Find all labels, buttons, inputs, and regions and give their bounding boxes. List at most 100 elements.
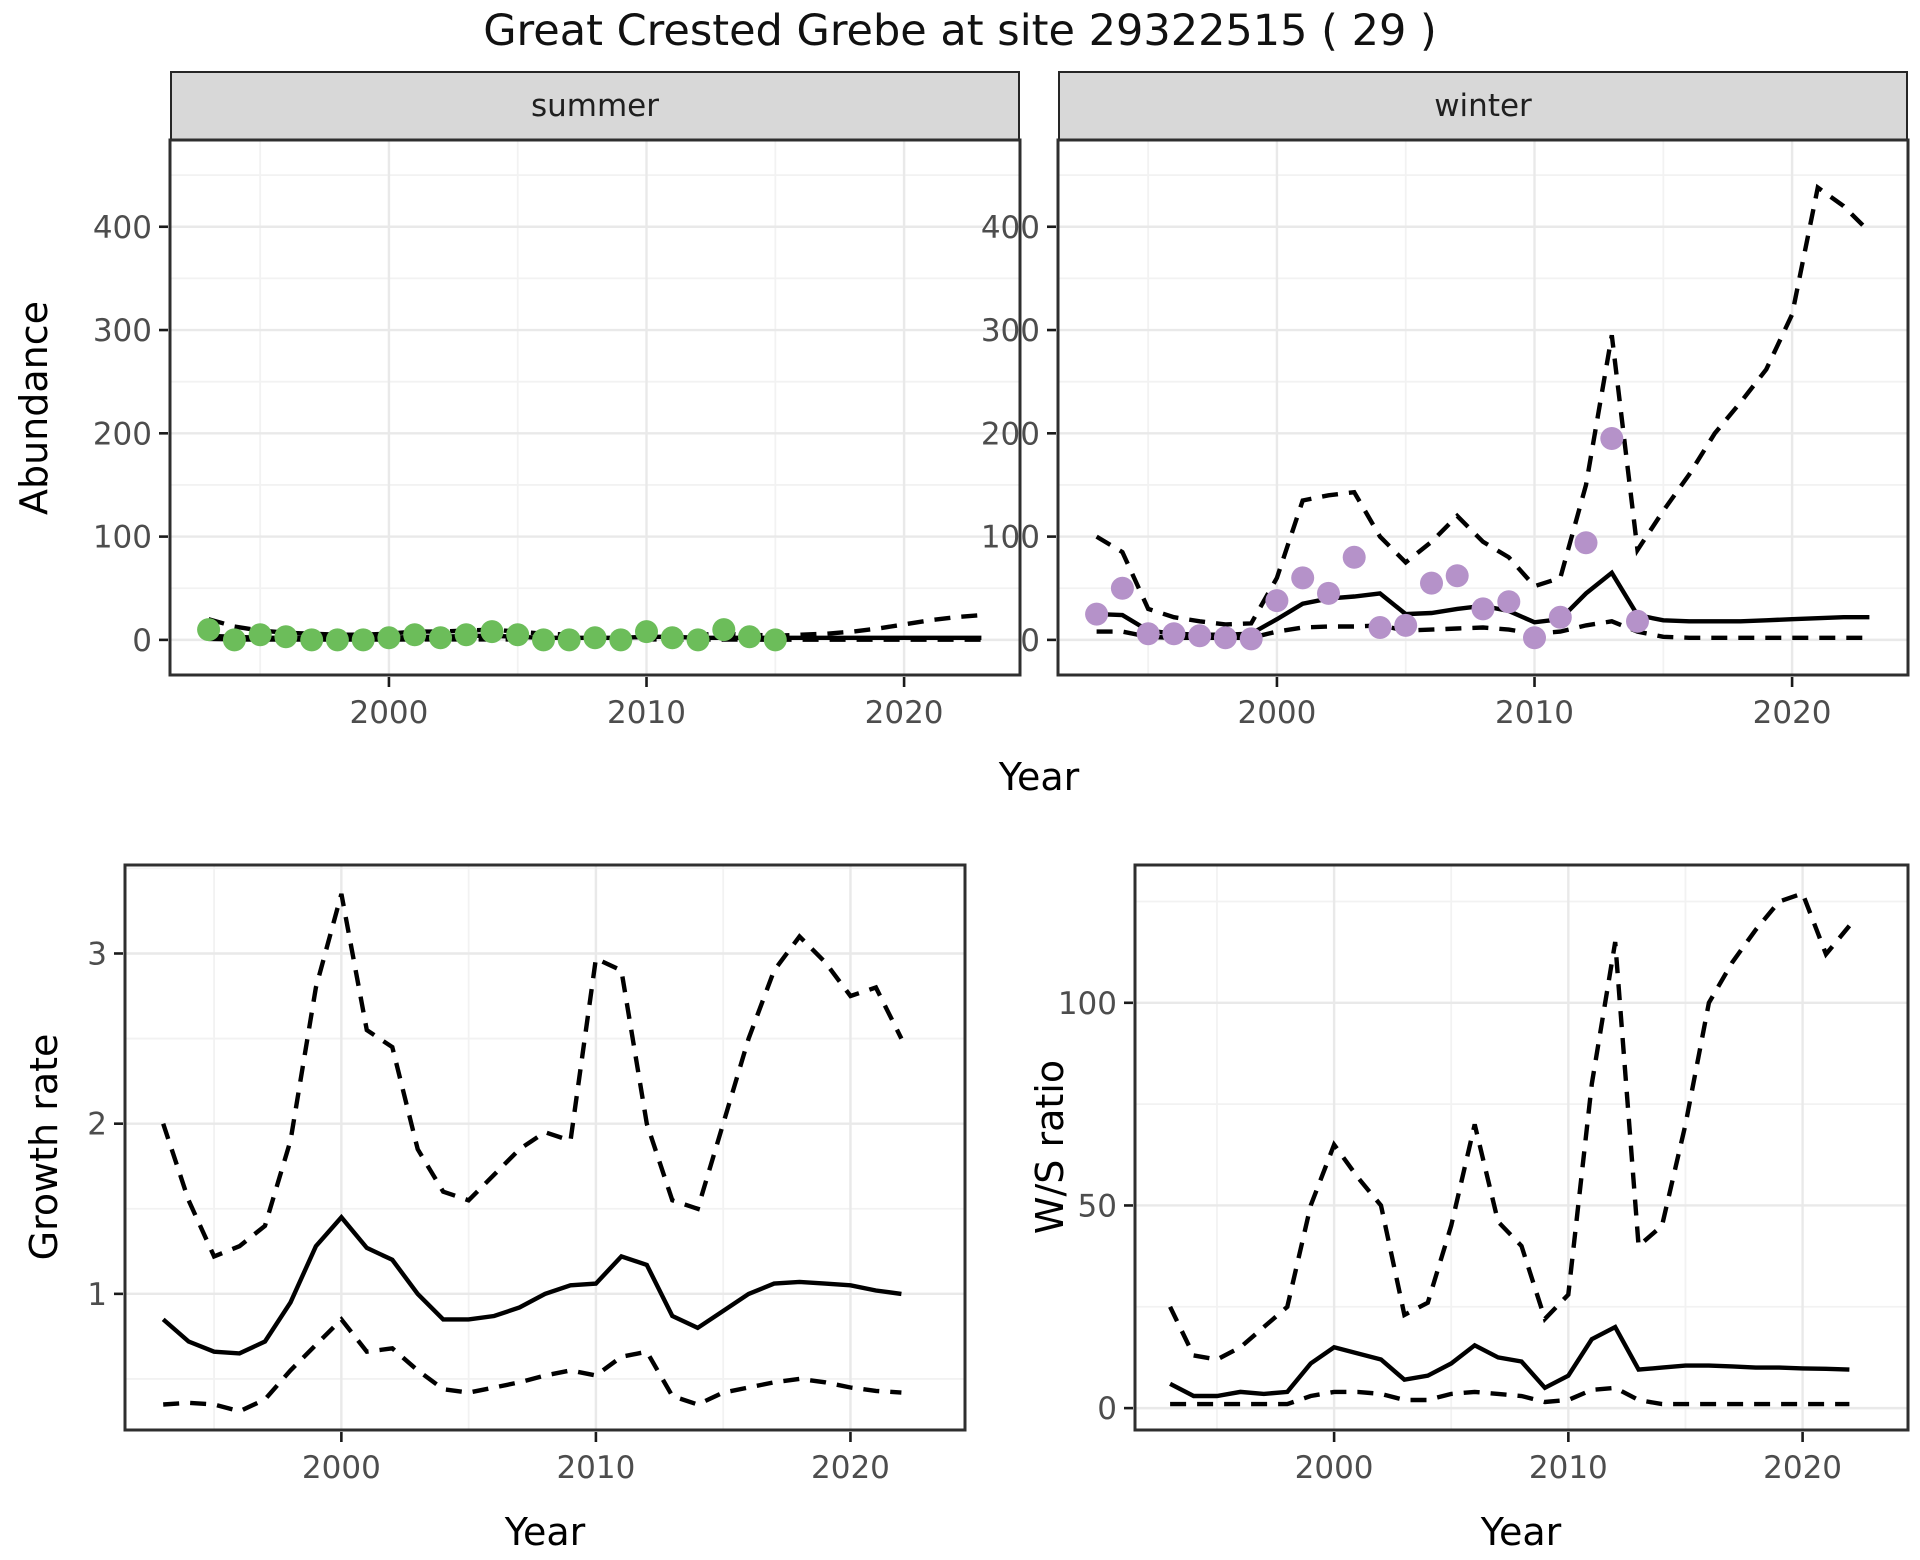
data-point bbox=[1600, 427, 1624, 450]
data-point bbox=[1162, 622, 1186, 646]
data-point bbox=[1317, 581, 1340, 605]
data-point bbox=[403, 623, 427, 647]
page-title: Great Crested Grebe at site 29322515 ( 2… bbox=[483, 6, 1437, 56]
series-lower_ci bbox=[1096, 619, 1870, 640]
y-tick-label: 0 bbox=[132, 623, 152, 659]
series-fit bbox=[161, 1213, 902, 1356]
x-axis-title-year-bottom-left: Year bbox=[504, 1510, 586, 1554]
panel-border bbox=[168, 138, 1022, 677]
data-point bbox=[1574, 531, 1598, 555]
data-point bbox=[763, 628, 787, 652]
facet-strip-winter: winter bbox=[1058, 71, 1908, 141]
panel-winter: 2000 2010 2020 0 100 200 300 400 bbox=[981, 138, 1910, 731]
data-point bbox=[377, 626, 401, 650]
x-tick-label: 2020 bbox=[865, 695, 944, 731]
x-tick-label: 2000 bbox=[302, 1450, 381, 1486]
y-tick-label: 100 bbox=[981, 520, 1040, 556]
points-observed_counts bbox=[1085, 427, 1649, 651]
data-point bbox=[351, 628, 375, 652]
x-tick-label: 2020 bbox=[1753, 695, 1832, 731]
data-point bbox=[1497, 590, 1521, 614]
data-point bbox=[635, 620, 658, 644]
x-axis-title-year-top: Year bbox=[998, 755, 1080, 799]
data-point bbox=[532, 628, 555, 652]
data-point bbox=[480, 620, 504, 644]
y-tick-label: 3 bbox=[87, 936, 107, 972]
data-point bbox=[454, 623, 478, 647]
y-tick-label: 100 bbox=[93, 520, 152, 556]
y-tick-label: 300 bbox=[981, 313, 1040, 349]
y-tick-label: 50 bbox=[1078, 1188, 1117, 1224]
x-tick-label: 2000 bbox=[1295, 1450, 1374, 1486]
data-point bbox=[1188, 624, 1212, 648]
panel-summer: 2000 2010 2020 0 100 200 300 400 bbox=[93, 138, 1022, 731]
x-tick-label: 2010 bbox=[1495, 695, 1574, 731]
x-tick-label: 2010 bbox=[607, 695, 686, 731]
y-tick-label: 200 bbox=[981, 416, 1040, 452]
data-point bbox=[1213, 626, 1237, 650]
x-tick-label: 2000 bbox=[349, 695, 428, 731]
data-point bbox=[686, 628, 710, 652]
data-point bbox=[429, 626, 452, 650]
series-lower_ci bbox=[1170, 1385, 1850, 1407]
data-point bbox=[222, 628, 246, 652]
data-point bbox=[1523, 626, 1546, 650]
data-point bbox=[248, 623, 272, 647]
panel-border bbox=[123, 863, 967, 1432]
y-tick-label: 400 bbox=[981, 210, 1040, 246]
data-point bbox=[583, 626, 607, 650]
data-point bbox=[1291, 566, 1315, 590]
data-point bbox=[197, 618, 221, 642]
series-upper_ci bbox=[161, 893, 904, 1260]
points-observed_counts bbox=[197, 618, 787, 652]
series-upper_ci bbox=[1095, 183, 1871, 627]
data-point bbox=[1368, 616, 1392, 639]
series-lower_ci bbox=[163, 1316, 902, 1414]
data-point bbox=[1265, 589, 1289, 613]
y-tick-label: 1 bbox=[87, 1277, 107, 1313]
y-tick-label: 2 bbox=[87, 1107, 107, 1143]
data-point bbox=[506, 623, 530, 647]
data-point bbox=[1239, 627, 1263, 651]
y-tick-label: 400 bbox=[93, 210, 152, 246]
data-point bbox=[274, 625, 298, 649]
data-point bbox=[557, 628, 581, 652]
data-point bbox=[1626, 609, 1649, 633]
y-tick-label: 0 bbox=[1097, 1391, 1117, 1427]
x-tick-label: 2010 bbox=[1529, 1450, 1608, 1486]
panel-border bbox=[1133, 863, 1910, 1432]
facet-strip-summer: summer bbox=[170, 71, 1020, 141]
panel-ws_ratio: 2000 2010 2020 0 50 100 bbox=[1058, 863, 1910, 1486]
data-point bbox=[609, 628, 633, 652]
data-point bbox=[1548, 605, 1572, 629]
x-axis-title-year-bottom-right: Year bbox=[1480, 1510, 1562, 1554]
facet-strip-label: winter bbox=[1434, 88, 1532, 124]
x-tick-label: 2010 bbox=[556, 1450, 635, 1486]
data-point bbox=[712, 618, 736, 642]
panel-growth: 2000 2010 2020 1 2 3 bbox=[87, 863, 967, 1486]
y-tick-label: 100 bbox=[1058, 986, 1117, 1022]
data-point bbox=[1136, 622, 1160, 646]
data-point bbox=[1445, 564, 1469, 588]
panel-border bbox=[1056, 138, 1910, 677]
data-point bbox=[1085, 602, 1109, 626]
data-point bbox=[1471, 597, 1495, 621]
data-point bbox=[1342, 545, 1366, 569]
y-tick-label: 200 bbox=[93, 416, 152, 452]
data-point bbox=[300, 628, 324, 652]
data-point bbox=[1394, 613, 1418, 637]
facet-strip-label: summer bbox=[530, 88, 659, 124]
series-fit bbox=[1169, 1324, 1850, 1399]
y-tick-label: 300 bbox=[93, 313, 152, 349]
data-point bbox=[1110, 576, 1134, 600]
series-upper_ci bbox=[1168, 890, 1852, 1362]
x-tick-label: 2020 bbox=[1763, 1450, 1842, 1486]
data-point bbox=[325, 628, 349, 652]
data-point bbox=[660, 626, 684, 650]
x-tick-label: 2020 bbox=[811, 1450, 890, 1486]
data-point bbox=[1420, 571, 1443, 595]
data-point bbox=[738, 625, 761, 649]
y-tick-label: 0 bbox=[1020, 623, 1040, 659]
